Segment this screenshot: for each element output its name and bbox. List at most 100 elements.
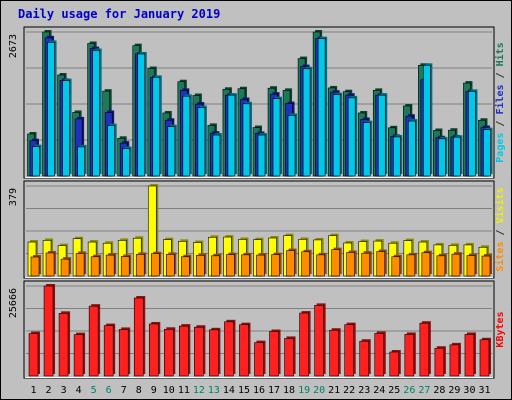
bar-kbytes-21 [329,329,339,377]
bar-kbytes-16 [254,342,264,377]
bars [28,284,491,377]
x-tick-label-4: 4 [76,385,82,396]
bar-sites-16 [256,254,265,277]
bar-pages-11 [182,95,191,177]
bar-sites-21 [331,249,340,277]
bar-sites-2 [45,252,55,277]
bar-sites-10 [166,254,175,277]
bar-kbytes-7 [118,329,129,377]
x-tick-label-8: 8 [136,385,142,396]
bar-sites-20 [316,254,325,277]
bar-sites-29 [451,253,461,277]
bar-sites-25 [391,256,401,277]
bar-pages-13 [212,134,221,177]
bar-pages-3 [62,80,70,177]
x-tick-label-31: 31 [478,385,490,396]
x-tick-label-14: 14 [223,385,235,396]
chart-panels: 2673 Pages / Files / Hits 379 Sites / Visit… [8,26,506,379]
bar-sites-14 [226,254,235,277]
bar-kbytes-22 [344,324,354,377]
right-legend-label: Pages / Files / Hits [494,42,506,162]
bar-pages-20 [317,38,326,177]
bar-kbytes-12 [194,326,204,377]
bar-sites-11 [181,256,190,277]
panel-hits-files-pages: 2673 Pages / Files / Hits [8,26,506,179]
bar-sites-19 [301,251,310,277]
x-tick-label-18: 18 [283,385,295,396]
bar-kbytes-29 [449,344,460,377]
bar-pages-6 [107,125,115,177]
legend-part: / [495,115,506,133]
bar-pages-30 [468,91,476,177]
right-legend-label: KBytes [495,311,506,347]
bar-pages-7 [122,148,131,177]
panel-visits-sites: 379 Sites / Visits [8,180,506,279]
bar-kbytes-2 [43,285,54,377]
x-tick-label-11: 11 [178,385,190,396]
bar-kbytes-14 [224,321,234,377]
bar-pages-14 [227,94,236,177]
bar-kbytes-6 [103,325,114,377]
bar-sites-23 [361,252,371,277]
bar-pages-31 [483,129,491,177]
x-tick-label-20: 20 [313,385,325,396]
legend-part: / [495,223,506,241]
x-tick-label-27: 27 [418,385,430,396]
legend-part: / [495,66,506,84]
bar-kbytes-30 [464,334,475,377]
bar-pages-29 [453,136,461,177]
bar-pages-21 [332,94,341,177]
bar-pages-2 [47,42,55,177]
bar-kbytes-8 [133,297,144,377]
bar-sites-26 [406,254,416,277]
x-tick-label-21: 21 [328,385,340,396]
bar-kbytes-18 [284,338,294,377]
x-tick-label-29: 29 [448,385,460,396]
bar-sites-28 [436,255,446,277]
bar-sites-1 [30,256,40,277]
bar-kbytes-23 [359,340,370,377]
x-axis: 1 2 3 4 5 6 7 8 9 10 11 12 13 14 15 16 17 18 19 20 21 22 23 24 2… [31,385,491,396]
x-tick-label-15: 15 [238,385,250,396]
x-tick-label-10: 10 [163,385,175,396]
bar-kbytes-13 [209,329,219,377]
bar-kbytes-27 [419,322,430,377]
bar-sites-9 [150,253,160,277]
legend-part: Sites [494,242,506,272]
x-tick-label-30: 30 [463,385,475,396]
bars [27,184,492,277]
bar-kbytes-15 [239,324,249,377]
x-tick-label-24: 24 [373,385,385,396]
y-max-label: 25666 [8,288,19,318]
bar-pages-4 [77,146,85,177]
x-tick-label-13: 13 [208,385,220,396]
bar-pages-17 [272,98,281,177]
bar-pages-9 [152,77,161,177]
x-tick-label-3: 3 [61,385,67,396]
x-tick-label-2: 2 [46,385,52,396]
y-max-label: 379 [8,188,19,206]
bar-sites-5 [90,256,100,277]
x-tick-label-25: 25 [388,385,400,396]
legend-part: Files [494,84,506,114]
bar-pages-15 [242,103,251,177]
x-tick-label-28: 28 [433,385,445,396]
bar-pages-26 [408,120,416,177]
x-tick-label-23: 23 [358,385,370,396]
x-tick-label-1: 1 [31,385,37,396]
bar-pages-23 [362,122,371,177]
bar-sites-3 [60,258,70,277]
bar-kbytes-31 [479,339,490,377]
bar-kbytes-28 [434,347,445,377]
bar-pages-24 [377,94,386,177]
bar-sites-27 [421,252,431,277]
bar-pages-12 [197,107,206,177]
legend-part: Pages [495,133,506,163]
legend-part: Hits [494,42,506,66]
bar-kbytes-10 [164,328,174,377]
bar-sites-12 [196,255,205,277]
x-tick-label-12: 12 [193,385,205,396]
legend-part: Visits [494,187,506,223]
bar-kbytes-4 [73,334,84,377]
bar-kbytes-3 [58,313,69,377]
